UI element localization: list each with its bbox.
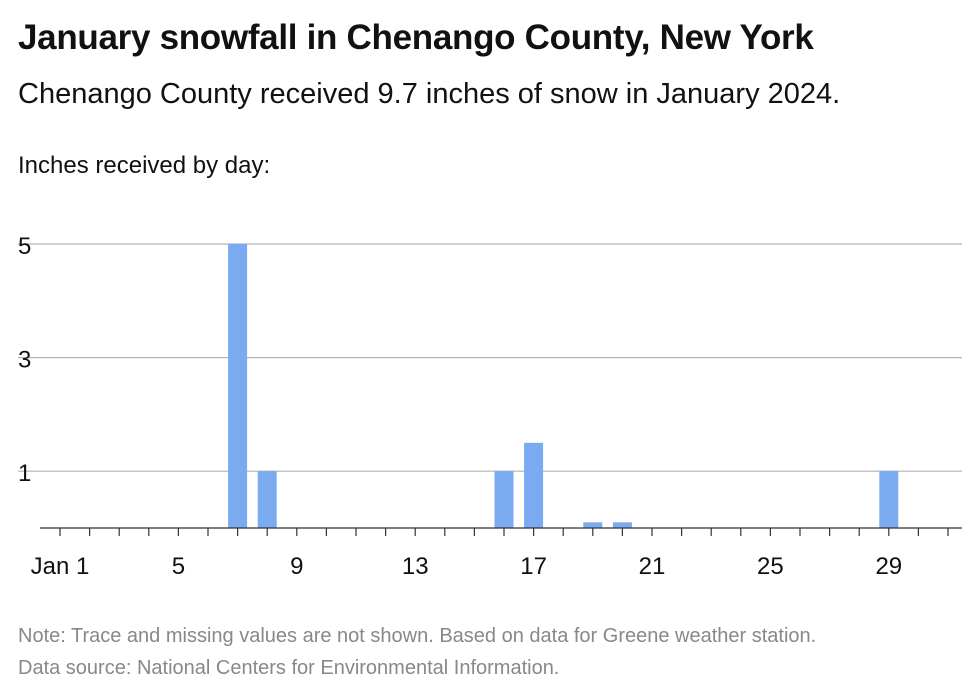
y-tick-label: 1: [18, 460, 31, 487]
x-tick-label: Jan 1: [31, 553, 90, 580]
x-axis: [40, 527, 962, 536]
x-tick-label: 13: [402, 553, 429, 580]
bar-day-16: [494, 471, 514, 528]
chart-subtitle: Chenango County received 9.7 inches of s…: [18, 78, 841, 110]
x-tick-label: 21: [639, 553, 666, 580]
y-axis-label: Inches received by day:: [18, 152, 271, 179]
chart-notes: Note: Trace and missing values are not s…: [18, 620, 816, 684]
x-tick-label: 29: [875, 553, 902, 580]
x-tick-label: 5: [172, 553, 185, 580]
bar-day-29: [879, 471, 899, 528]
x-tick-label: 9: [290, 553, 303, 580]
x-tick-label: 25: [757, 553, 784, 580]
x-tick-label: 17: [520, 553, 547, 580]
bar-day-7: [228, 244, 248, 528]
y-tick-label: 3: [18, 347, 31, 374]
y-tick-label: 5: [18, 233, 31, 260]
source-text: Data source: National Centers for Enviro…: [18, 657, 560, 679]
bars: [228, 244, 899, 528]
bar-day-19: [583, 522, 603, 528]
bar-day-8: [257, 471, 277, 528]
gridlines: [18, 243, 962, 472]
note-text: Note: Trace and missing values are not s…: [18, 625, 817, 647]
bar-day-20: [612, 522, 632, 528]
chart-title: January snowfall in Chenango County, New…: [18, 18, 814, 57]
bar-day-17: [524, 442, 544, 528]
